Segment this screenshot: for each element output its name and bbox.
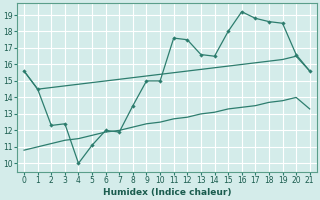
X-axis label: Humidex (Indice chaleur): Humidex (Indice chaleur) — [103, 188, 231, 197]
